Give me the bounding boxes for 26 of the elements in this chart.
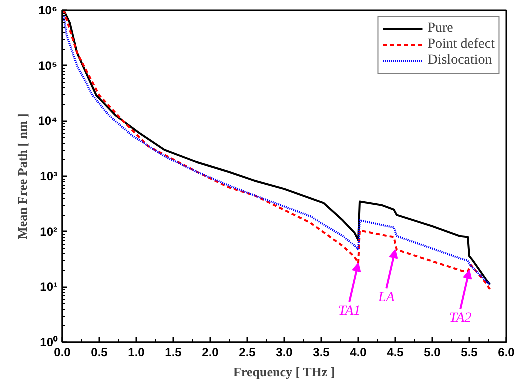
x-tick-label: 5.0 xyxy=(424,346,442,360)
x-axis-title: Frequency [ THz ] xyxy=(234,364,336,380)
annotation: TA2 xyxy=(449,311,472,326)
y-tick-label: 10⁴ xyxy=(38,114,58,128)
annotation: LA xyxy=(377,290,396,306)
x-tick-label: 3.0 xyxy=(276,346,294,360)
legend-label: Dislocation xyxy=(428,53,492,69)
legend-label: Pure xyxy=(428,21,454,37)
x-tick-label: 2.0 xyxy=(202,346,220,360)
annotation: TA1 xyxy=(338,304,361,319)
x-tick-label: 6.0 xyxy=(498,346,516,360)
y-tick-label: 10⁵ xyxy=(38,58,58,73)
y-tick-label: 10⁶ xyxy=(38,4,58,18)
y-tick-label: 10³ xyxy=(40,170,58,184)
x-tick-label: 3.5 xyxy=(313,346,330,360)
y-axis-title: Mean Free Path [ nm ] xyxy=(15,114,30,240)
y-tick-label: 10¹ xyxy=(40,280,58,294)
x-tick-label: 4.0 xyxy=(350,346,368,360)
x-tick-label: 1.5 xyxy=(165,346,182,360)
x-tick-label: 2.5 xyxy=(239,346,256,360)
x-tick-label: 5.5 xyxy=(461,346,478,360)
legend-label: Point defect xyxy=(428,37,495,53)
x-tick-label: 0.5 xyxy=(91,346,108,360)
x-tick-label: 4.5 xyxy=(387,346,404,360)
x-tick-label: 1.0 xyxy=(128,346,146,360)
y-tick-label: 10² xyxy=(40,224,58,239)
